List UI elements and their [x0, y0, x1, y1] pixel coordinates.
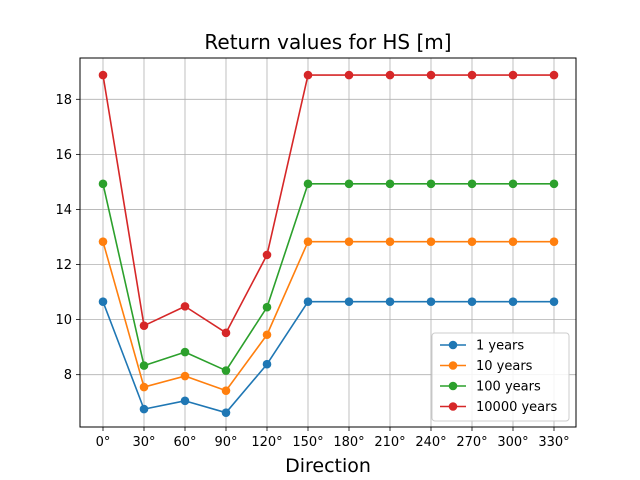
- x-tick-label: 60°: [173, 435, 196, 450]
- x-tick-label: 270°: [456, 435, 487, 450]
- legend-item: 10000 years: [440, 400, 557, 415]
- x-tick-label: 120°: [251, 435, 282, 450]
- legend-marker: [448, 361, 458, 370]
- data-point: [98, 179, 108, 189]
- y-axis-ticks: 8 10 12 14 16 18: [55, 93, 80, 383]
- data-point: [180, 371, 190, 381]
- data-point: [549, 179, 559, 189]
- data-point: [385, 179, 395, 189]
- data-point: [98, 70, 108, 80]
- data-point: [262, 359, 272, 369]
- series-10-years: [98, 237, 559, 395]
- legend-marker: [448, 402, 458, 411]
- plot-frame: [79, 57, 577, 428]
- x-tick-label: 210°: [374, 435, 405, 450]
- legend-item: 10 years: [440, 359, 533, 374]
- series-line: [102, 240, 554, 392]
- series-line: [102, 74, 554, 334]
- data-point: [467, 237, 477, 246]
- data-point: [467, 179, 477, 189]
- data-point: [262, 250, 272, 260]
- data-point: [344, 237, 354, 246]
- data-point: [344, 297, 354, 307]
- data-point: [98, 237, 108, 246]
- legend-label: 10000 years: [476, 400, 557, 415]
- series-lines: [98, 70, 559, 417]
- legend-label: 1 years: [476, 339, 524, 354]
- data-point: [385, 297, 395, 307]
- y-tick-label: 14: [55, 203, 72, 218]
- data-point: [344, 70, 354, 80]
- legend: 1 years 10 years 100 years 10000 years: [431, 332, 570, 422]
- data-point: [303, 70, 313, 80]
- series-10000-years: [98, 70, 559, 338]
- x-tick-label: 0°: [96, 435, 111, 450]
- x-axis-label: Direction: [285, 455, 371, 477]
- data-point: [426, 179, 436, 189]
- data-point: [467, 297, 477, 307]
- legend-item: 1 years: [440, 339, 524, 354]
- legend-box: [431, 332, 570, 422]
- data-point: [508, 179, 518, 189]
- legend-marker: [448, 340, 458, 350]
- data-point: [303, 297, 313, 307]
- data-point: [426, 70, 436, 80]
- data-point: [549, 297, 559, 307]
- data-point: [303, 179, 313, 189]
- series-line: [102, 183, 554, 372]
- data-point: [221, 328, 231, 338]
- data-point: [180, 396, 190, 406]
- legend-item: 100 years: [440, 380, 541, 395]
- y-tick-label: 18: [55, 93, 72, 108]
- data-point: [508, 297, 518, 307]
- data-point: [426, 297, 436, 307]
- data-point: [426, 237, 436, 246]
- series-line: [102, 300, 554, 414]
- x-tick-label: 30°: [132, 435, 155, 450]
- data-point: [467, 70, 477, 80]
- data-point: [180, 347, 190, 357]
- data-point: [139, 361, 149, 370]
- data-point: [303, 237, 313, 246]
- data-point: [139, 321, 149, 330]
- x-tick-label: 330°: [538, 435, 569, 450]
- legend-label: 10 years: [476, 359, 533, 374]
- legend-label: 100 years: [476, 380, 541, 395]
- data-point: [139, 404, 149, 414]
- data-point: [549, 237, 559, 246]
- x-tick-label: 180°: [333, 435, 364, 450]
- data-point: [385, 237, 395, 246]
- data-point: [221, 408, 231, 417]
- y-tick-label: 16: [55, 148, 72, 163]
- data-point: [262, 302, 272, 312]
- chart-title: Return values for HS [m]: [204, 30, 451, 54]
- series-1-years: [98, 297, 559, 417]
- x-tick-label: 90°: [214, 435, 237, 450]
- data-point: [344, 179, 354, 189]
- y-tick-label: 12: [55, 258, 72, 273]
- data-point: [221, 366, 231, 375]
- y-tick-label: 8: [64, 368, 72, 383]
- data-point: [180, 302, 190, 311]
- data-point: [139, 382, 149, 392]
- data-point: [385, 70, 395, 80]
- data-point: [221, 386, 231, 395]
- legend-marker: [448, 381, 458, 391]
- y-tick-label: 10: [55, 313, 72, 328]
- series-100-years: [98, 179, 559, 375]
- data-point: [98, 297, 108, 307]
- data-point: [508, 237, 518, 246]
- data-point: [508, 70, 518, 80]
- data-point: [549, 70, 559, 80]
- x-tick-label: 240°: [415, 435, 446, 450]
- x-tick-label: 150°: [292, 435, 323, 450]
- x-axis-ticks: 0° 30° 60° 90° 120° 150° 180° 210° 240° 270° 300° 3…: [96, 427, 570, 450]
- x-tick-label: 300°: [497, 435, 528, 450]
- data-point: [262, 330, 272, 340]
